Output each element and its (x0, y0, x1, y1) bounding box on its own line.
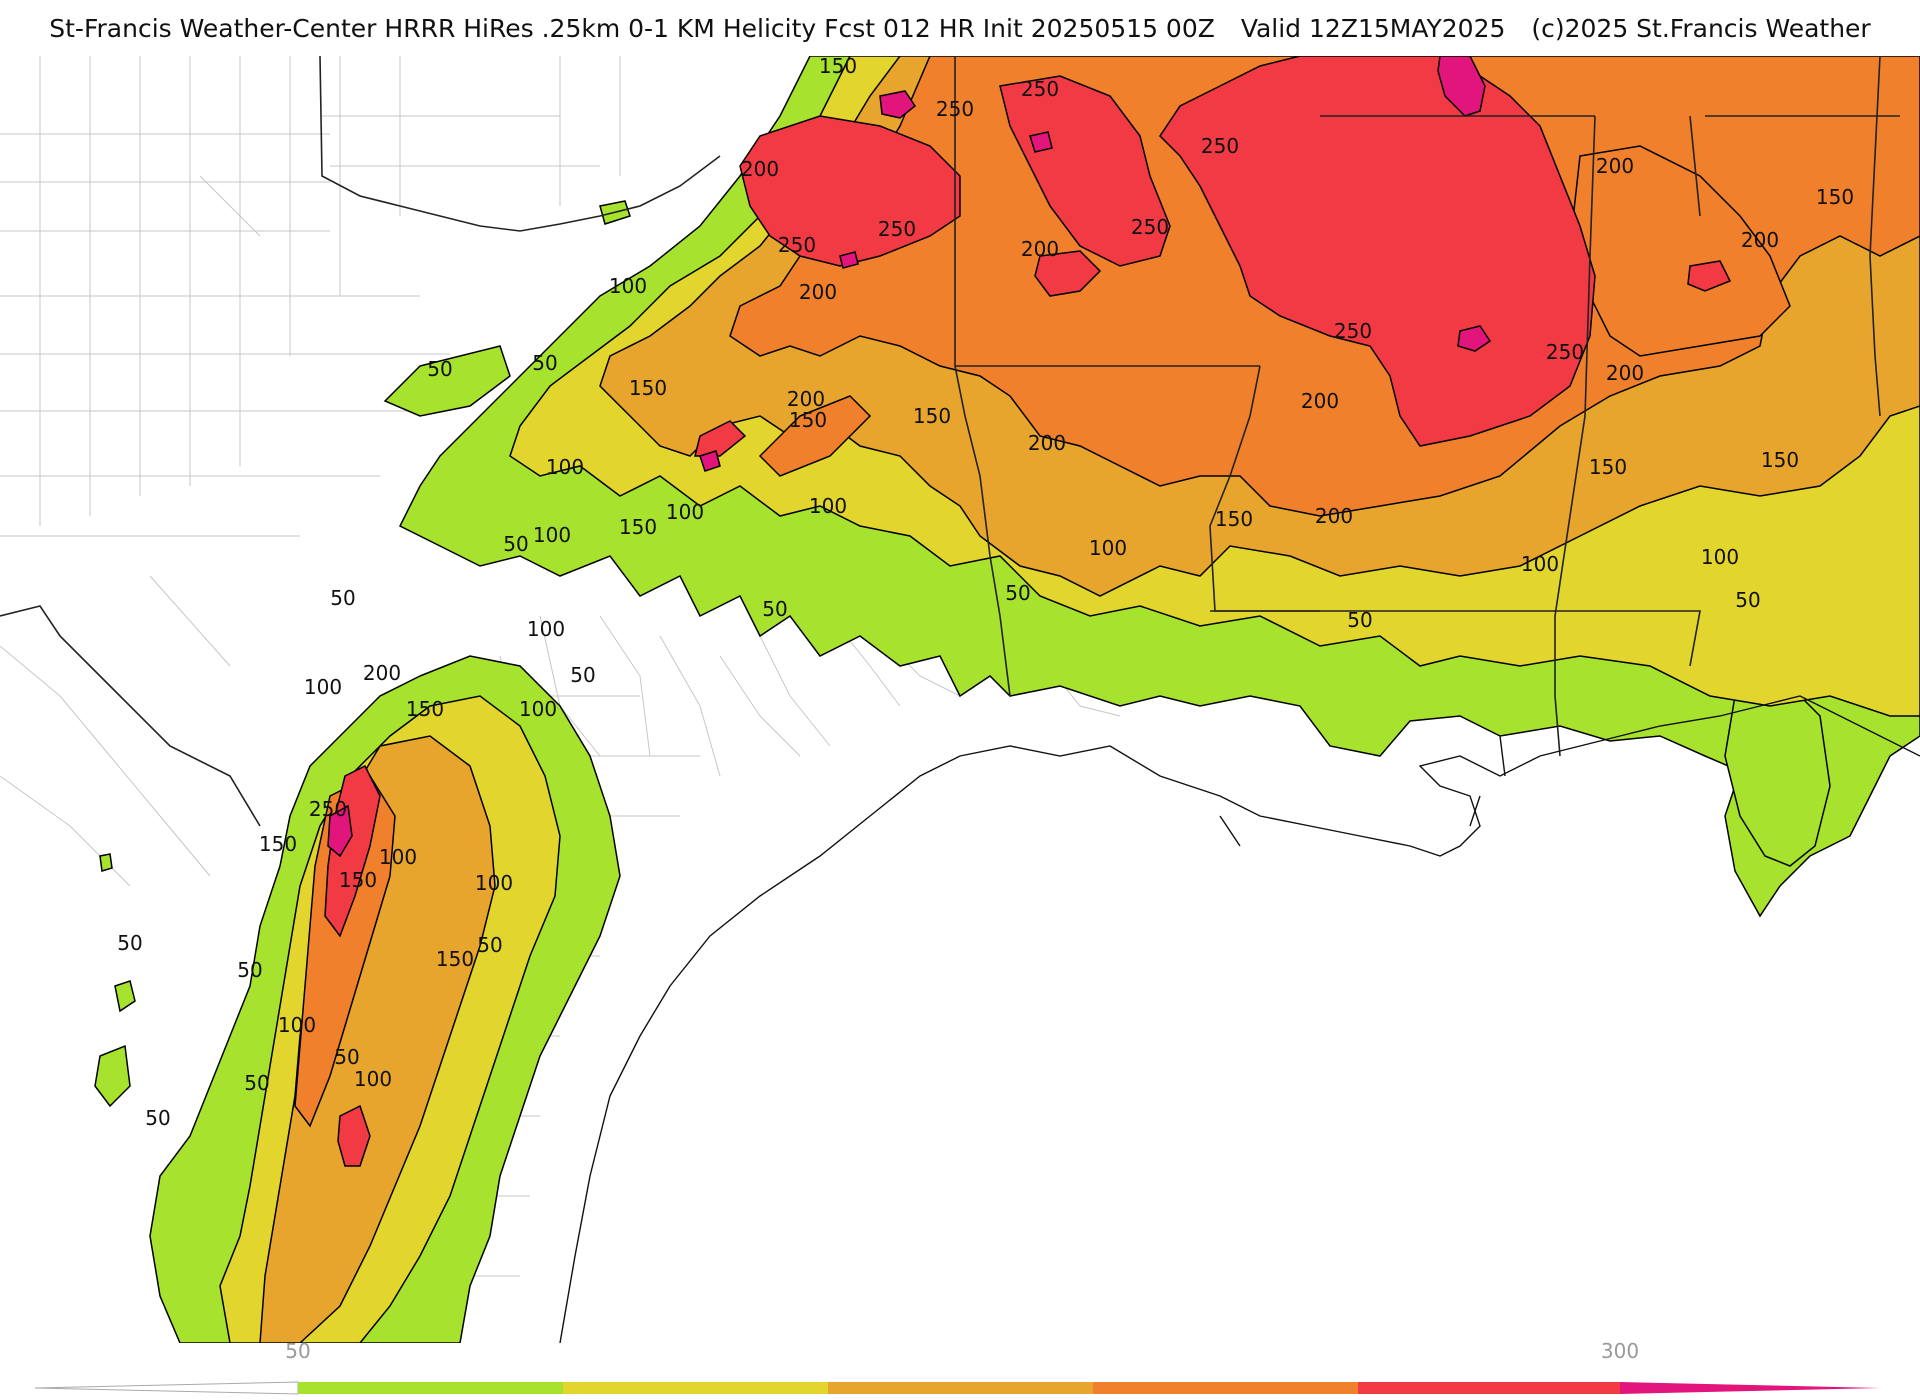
valid-time: Valid 12Z15MAY2025 (1240, 14, 1506, 43)
contour-label-50: 50 (427, 357, 452, 381)
contour-label-150: 150 (1761, 448, 1799, 472)
contour-label-50: 50 (532, 351, 557, 375)
contour-label-200: 200 (1741, 228, 1779, 252)
contour-label-100: 100 (527, 617, 565, 641)
contour-label-50: 50 (503, 532, 528, 556)
contour-label-150: 150 (1215, 507, 1253, 531)
contour-label-200: 200 (787, 387, 825, 411)
coastline (559, 695, 1920, 1343)
contour-label-50: 50 (117, 931, 142, 955)
colorbar-lt50 (34, 1381, 299, 1395)
contour-label-100: 100 (278, 1013, 316, 1037)
contour-label-150: 150 (619, 515, 657, 539)
colorbar-150-200 (828, 1382, 1093, 1394)
colorbar-250-300 (1358, 1382, 1620, 1394)
contour-label-150: 150 (629, 376, 667, 400)
contour-label-200: 200 (1301, 389, 1339, 413)
contour-label-100: 100 (475, 871, 513, 895)
contour-label-50: 50 (330, 586, 355, 610)
copyright: (c)2025 St.Francis Weather (1531, 14, 1871, 43)
contour-label-200: 200 (363, 661, 401, 685)
contour-label-50: 50 (1005, 581, 1030, 605)
contour-label-200: 200 (1596, 154, 1634, 178)
contour-label-150: 150 (789, 408, 827, 432)
contour-label-250: 250 (1021, 77, 1059, 101)
helicity-300-plus (327, 56, 1492, 858)
contour-label-50: 50 (477, 933, 502, 957)
contour-label-250: 250 (1131, 215, 1169, 239)
colorbar-100-150 (563, 1382, 828, 1394)
contour-label-250: 250 (936, 97, 974, 121)
contour-label-100: 100 (1521, 552, 1559, 576)
contour-label-250: 250 (1201, 134, 1239, 158)
contour-label-50: 50 (237, 958, 262, 982)
contour-label-150: 150 (819, 56, 857, 78)
contour-label-250: 250 (778, 233, 816, 257)
map-title: St-Francis Weather-Center HRRR HiRes .25… (0, 14, 1920, 43)
contour-label-150: 150 (1816, 185, 1854, 209)
contour-label-150: 150 (259, 832, 297, 856)
contour-label-200: 200 (1021, 237, 1059, 261)
state-borders (0, 56, 1900, 827)
helicity-250-300 (324, 56, 1732, 1167)
colorbar: 50 300 (34, 1339, 1880, 1395)
contour-label-200: 200 (799, 280, 837, 304)
contour-label-50: 50 (244, 1071, 269, 1095)
contour-label-200: 200 (1315, 504, 1353, 528)
contour-label-100: 100 (1701, 545, 1739, 569)
title-text: St-Francis Weather-Center HRRR HiRes .25… (49, 14, 1215, 43)
contour-label-150: 150 (436, 947, 474, 971)
contour-label-150: 150 (339, 868, 377, 892)
contour-label-250: 250 (309, 797, 347, 821)
contour-label-100: 100 (1089, 536, 1127, 560)
contour-label-250: 250 (1546, 340, 1584, 364)
contour-label-150: 150 (1589, 455, 1627, 479)
contour-label-150: 150 (913, 404, 951, 428)
contour-label-100: 100 (809, 494, 847, 518)
contour-label-200: 200 (1028, 431, 1066, 455)
contour-label-100: 100 (546, 455, 584, 479)
contour-label-50: 50 (334, 1045, 359, 1069)
contour-label-50: 50 (1735, 588, 1760, 612)
colorbar-200-250 (1093, 1382, 1358, 1394)
contour-label-50: 50 (762, 597, 787, 621)
contour-label-100: 100 (304, 675, 342, 699)
contour-label-100: 100 (354, 1067, 392, 1091)
contour-label-200: 200 (1606, 361, 1644, 385)
colorbar-300-plus (1620, 1382, 1880, 1394)
contour-label-100: 100 (666, 500, 704, 524)
contour-label-50: 50 (145, 1106, 170, 1130)
colorbar-label-low: 50 (285, 1339, 310, 1363)
contour-label-50: 50 (1347, 608, 1372, 632)
contour-label-100: 100 (609, 274, 647, 298)
contour-label-150: 150 (406, 697, 444, 721)
contour-label-100: 100 (519, 697, 557, 721)
colorbar-label-high: 300 (1601, 1339, 1639, 1363)
colorbar-50-100 (298, 1382, 563, 1394)
contour-label-200: 200 (741, 157, 779, 181)
contour-label-100: 100 (379, 845, 417, 869)
contour-label-250: 250 (1334, 319, 1372, 343)
contour-label-50: 50 (570, 663, 595, 687)
contour-label-250: 250 (878, 217, 916, 241)
contour-label-100: 100 (533, 523, 571, 547)
